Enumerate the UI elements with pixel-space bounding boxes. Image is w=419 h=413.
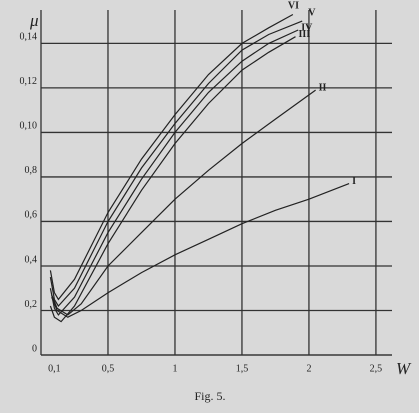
y-axis-label: μ: [29, 11, 39, 30]
x-tick-label: 0,1: [48, 363, 61, 374]
y-tick-label: 0,10: [20, 121, 38, 132]
curve: [49, 36, 296, 323]
x-tick-label: 0,5: [102, 363, 115, 374]
x-tick-label: 1,5: [236, 363, 249, 374]
y-tick-label: 0,6: [25, 210, 38, 221]
curve: [51, 89, 316, 316]
x-tick-label: 2: [306, 363, 311, 374]
series-label: III: [299, 29, 311, 40]
curve: [49, 13, 294, 301]
y-tick-label: 0,4: [25, 254, 38, 265]
series-label: I: [352, 176, 356, 187]
y-tick-label: 0: [32, 343, 37, 354]
x-tick-label: 1: [172, 363, 177, 374]
series-label: VI: [288, 1, 299, 12]
x-axis-label: W: [396, 359, 412, 378]
y-tick-label: 0,8: [25, 165, 38, 176]
curve: [51, 183, 350, 318]
curve: [49, 29, 299, 316]
series-label: II: [319, 82, 327, 93]
series-label: V: [308, 7, 316, 18]
caption: Fig. 5.: [194, 389, 225, 403]
y-tick-label: 0,2: [25, 299, 38, 310]
series-label: IV: [301, 22, 313, 33]
curve: [49, 20, 303, 308]
y-tick-label: 0,14: [20, 32, 38, 43]
x-tick-label: 2,5: [370, 363, 383, 374]
y-tick-label: 0,12: [20, 76, 38, 87]
